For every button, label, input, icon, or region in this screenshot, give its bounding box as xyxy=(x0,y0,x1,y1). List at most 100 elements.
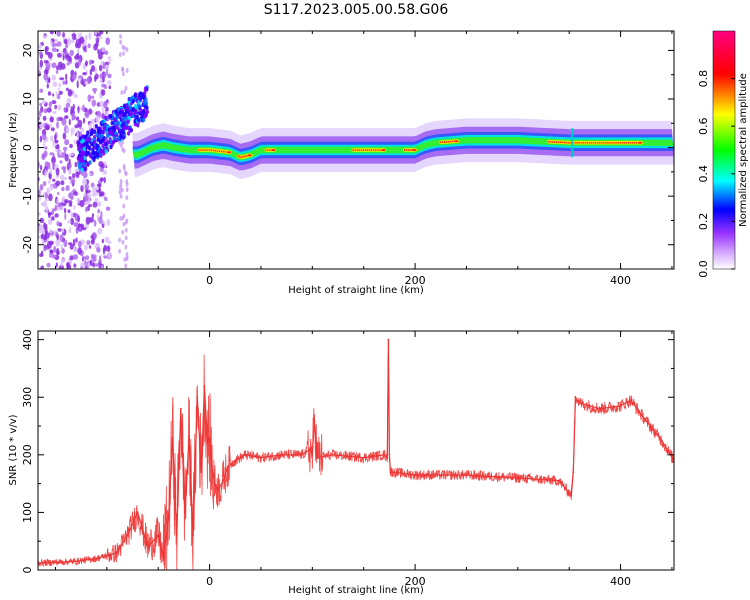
spectrogram-speckle xyxy=(56,70,59,74)
spectrogram-speckle xyxy=(99,74,102,79)
spectrogram-speckle xyxy=(84,113,88,117)
snr-data-point xyxy=(172,437,174,439)
spectrogram-speckle xyxy=(107,56,111,59)
spectrogram-speckle xyxy=(121,188,124,193)
spectrogram-y-tick-label: 10 xyxy=(21,92,34,106)
spectrogram-speckle xyxy=(56,91,58,97)
spectrogram-streak xyxy=(111,132,114,136)
spectrogram-speckle xyxy=(69,153,74,156)
spectrogram-speckle xyxy=(77,80,79,88)
snr-data-point xyxy=(392,471,394,473)
spectrogram-speckle xyxy=(45,46,49,51)
spectrogram-speckle xyxy=(69,119,71,126)
spectrogram-speckle xyxy=(68,89,72,97)
spectrogram-speckle xyxy=(88,32,91,40)
spectrogram-speckle xyxy=(71,178,76,183)
spectrogram-streak xyxy=(112,140,115,144)
spectrogram-speckle xyxy=(39,44,43,49)
spectrogram-speckle xyxy=(85,108,88,112)
spectrogram-streak xyxy=(109,114,112,118)
snr-x-tick-label: 0 xyxy=(206,575,213,588)
spectrogram-speckle xyxy=(59,77,64,80)
spectrogram-streak xyxy=(83,147,86,151)
spectrogram-streak xyxy=(127,120,130,124)
spectrogram-streak xyxy=(98,129,101,133)
spectrogram-speckle xyxy=(52,179,55,182)
spectrogram-speckle xyxy=(60,175,65,181)
spectrogram-speckle xyxy=(63,133,67,140)
spectrogram-speckle xyxy=(118,169,121,174)
snr-y-tick-label: 300 xyxy=(21,387,34,408)
snr-data-point xyxy=(234,460,236,462)
spectrogram-speckle xyxy=(121,230,124,235)
spectrogram-speckle xyxy=(98,53,103,60)
spectrogram-speckle xyxy=(83,118,85,124)
spectrogram-speckle xyxy=(46,187,50,194)
snr-data-point xyxy=(137,512,139,514)
spectrogram-streak xyxy=(83,135,86,139)
spectrogram-speckle xyxy=(94,263,99,266)
spectrogram-speckle xyxy=(55,145,60,149)
spectrogram-speckle xyxy=(108,241,112,244)
spectrogram-speckle xyxy=(89,173,91,176)
spectrogram-speckle xyxy=(118,238,121,243)
spectrogram-speckle xyxy=(77,215,80,222)
spectrogram-streak xyxy=(120,118,123,122)
spectrogram-speckle xyxy=(94,220,97,227)
spectrogram-speckle xyxy=(99,65,103,72)
spectrogram-speckle xyxy=(88,94,92,102)
spectrogram-speckle xyxy=(71,33,76,37)
spectrogram-streak xyxy=(116,121,119,125)
spectrogram-streak xyxy=(114,110,117,114)
snr-data-point xyxy=(180,408,182,410)
spectrogram-streak xyxy=(103,126,106,130)
spectrogram-streak xyxy=(101,149,104,153)
chart-title: S117.2023.005.00.58.G06 xyxy=(264,2,449,18)
spectrogram-streak xyxy=(142,94,145,98)
spectrogram-speckle xyxy=(56,122,59,129)
spectrogram-streak xyxy=(79,158,82,162)
spectrogram-speckle xyxy=(48,65,50,69)
spectrogram-speckle xyxy=(126,195,129,200)
spectrogram-speckle xyxy=(49,152,54,155)
spectrogram-speckle xyxy=(59,117,63,121)
spectrogram-streak xyxy=(139,91,142,95)
snr-data-point xyxy=(176,535,178,537)
spectrogram-speckle xyxy=(101,84,105,88)
colorbar-gradient xyxy=(713,31,735,269)
spectrogram-speckle xyxy=(98,36,102,39)
spectrogram-speckle xyxy=(43,116,47,121)
spectrogram-speckle xyxy=(126,68,129,73)
spectrogram-speckle xyxy=(106,207,111,211)
spectrogram-speckle xyxy=(56,251,59,255)
spectrogram-speckle xyxy=(73,263,76,267)
spectrogram-speckle xyxy=(55,181,60,187)
spectrogram-speckle xyxy=(93,202,98,208)
spectrogram-speckle xyxy=(52,81,57,87)
spectrogram-speckle xyxy=(67,56,72,63)
spectrogram-speckle xyxy=(85,35,88,41)
snr-data-point xyxy=(314,419,316,421)
spectrogram-speckle xyxy=(56,234,59,241)
spectrogram-speckle xyxy=(54,105,57,109)
spectrogram-speckle xyxy=(64,177,67,181)
spectrogram-streak xyxy=(85,141,88,145)
spectrogram-speckle xyxy=(100,191,104,196)
snr-data-point xyxy=(127,535,129,537)
snr-data-point xyxy=(517,477,519,479)
spectrogram-speckle xyxy=(120,90,123,95)
spectrogram-speckle xyxy=(125,220,128,225)
snr-plot-area xyxy=(38,331,674,570)
spectrogram-speckle xyxy=(38,226,43,234)
spectrogram-streak xyxy=(104,116,107,120)
spectrogram-speckle xyxy=(50,135,53,141)
spectrogram-speckle xyxy=(54,43,58,47)
spectrogram-speckle xyxy=(98,201,102,207)
spectrogram-x-tick-label: 0 xyxy=(206,274,213,287)
snr-data-point xyxy=(217,489,219,491)
spectrogram-speckle xyxy=(124,263,127,268)
spectrogram-speckle xyxy=(43,181,46,186)
spectrogram-speckle xyxy=(41,153,45,160)
spectrogram-hot-cell xyxy=(638,142,642,144)
spectrogram-speckle xyxy=(49,173,52,179)
